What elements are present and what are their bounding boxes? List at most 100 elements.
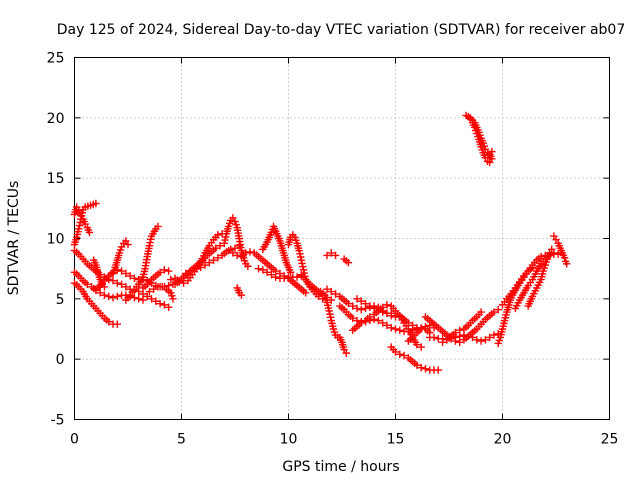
data-point bbox=[560, 254, 569, 262]
data-point bbox=[117, 267, 126, 275]
data-point bbox=[349, 314, 357, 322]
data-point bbox=[233, 251, 241, 260]
data-point bbox=[421, 322, 430, 331]
data-point bbox=[167, 289, 175, 297]
data-point bbox=[240, 257, 249, 265]
data-point bbox=[473, 336, 481, 344]
data-point bbox=[327, 287, 335, 296]
data-point bbox=[370, 304, 378, 313]
data-point bbox=[378, 303, 387, 311]
data-point bbox=[391, 325, 400, 333]
data-point bbox=[383, 301, 391, 309]
data-point bbox=[116, 246, 125, 254]
series-arc-18 bbox=[254, 264, 306, 283]
data-point bbox=[396, 326, 404, 334]
data-point bbox=[139, 273, 147, 281]
data-point bbox=[357, 305, 365, 314]
data-point bbox=[387, 324, 395, 332]
data-point bbox=[456, 326, 464, 334]
data-point bbox=[456, 338, 464, 346]
data-point bbox=[396, 350, 404, 359]
data-point bbox=[500, 316, 509, 325]
series-arc-14 bbox=[182, 214, 252, 278]
series-arc-23 bbox=[336, 333, 350, 357]
data-point bbox=[78, 209, 87, 217]
data-point bbox=[113, 292, 121, 301]
data-point bbox=[413, 340, 421, 349]
data-point bbox=[323, 285, 331, 293]
data-point bbox=[168, 292, 176, 300]
data-point bbox=[295, 246, 303, 255]
data-point bbox=[563, 260, 571, 268]
data-point bbox=[353, 295, 361, 303]
data-point bbox=[326, 310, 334, 318]
data-point bbox=[434, 366, 442, 374]
data-point bbox=[456, 332, 464, 340]
data-point bbox=[105, 292, 113, 301]
grid-lines bbox=[74, 57, 610, 420]
x-axis-label: GPS time / hours bbox=[282, 459, 399, 475]
data-point bbox=[417, 363, 425, 372]
data-point bbox=[212, 244, 220, 252]
data-point bbox=[494, 339, 502, 348]
y-tick-label: 0 bbox=[56, 352, 65, 368]
data-point bbox=[201, 261, 209, 269]
data-point bbox=[130, 293, 139, 302]
data-point bbox=[490, 331, 498, 339]
chart-title: Day 125 of 2024, Sidereal Day-to-day VTE… bbox=[57, 22, 626, 38]
data-point bbox=[537, 275, 545, 284]
data-point bbox=[77, 212, 86, 220]
data-points bbox=[70, 111, 571, 374]
data-point bbox=[135, 287, 143, 296]
data-point bbox=[167, 275, 175, 284]
data-point bbox=[500, 319, 508, 328]
series-arc-8 bbox=[109, 237, 132, 278]
data-point bbox=[296, 253, 305, 261]
x-tick-label: 0 bbox=[70, 432, 79, 448]
series-arc-22 bbox=[323, 249, 340, 260]
data-point bbox=[182, 269, 190, 278]
data-point bbox=[378, 319, 387, 327]
data-point bbox=[421, 365, 430, 373]
data-point bbox=[496, 333, 505, 342]
data-point bbox=[417, 325, 425, 333]
data-point bbox=[357, 319, 365, 327]
data-point bbox=[301, 289, 310, 297]
data-point bbox=[244, 262, 252, 270]
data-point bbox=[146, 238, 154, 247]
data-point bbox=[145, 242, 154, 250]
data-point bbox=[329, 322, 337, 330]
data-point bbox=[280, 274, 288, 283]
x-tick-label: 20 bbox=[494, 432, 512, 448]
data-point bbox=[214, 231, 222, 239]
data-point bbox=[117, 280, 126, 289]
x-tick-label: 10 bbox=[280, 432, 298, 448]
data-point bbox=[147, 235, 155, 244]
y-tick-label: 25 bbox=[47, 51, 65, 67]
data-point bbox=[499, 322, 507, 330]
data-point bbox=[242, 249, 250, 257]
data-point bbox=[329, 325, 338, 333]
data-point bbox=[75, 225, 83, 233]
x-tick-label: 25 bbox=[601, 432, 619, 448]
data-point bbox=[216, 242, 224, 250]
data-point bbox=[164, 267, 173, 275]
data-point bbox=[541, 261, 549, 269]
data-point bbox=[408, 321, 417, 330]
data-point bbox=[271, 273, 280, 281]
data-point bbox=[344, 299, 353, 308]
data-point bbox=[548, 245, 556, 254]
data-point bbox=[299, 262, 307, 271]
x-tick-labels: 0 5 10 15 20 25 bbox=[70, 432, 618, 448]
data-point bbox=[475, 128, 483, 137]
data-point bbox=[357, 297, 365, 305]
data-point bbox=[156, 299, 164, 308]
data-point bbox=[480, 142, 489, 150]
data-point bbox=[231, 244, 239, 252]
series-arc-9 bbox=[122, 222, 162, 304]
y-tick-label: 5 bbox=[56, 292, 65, 308]
data-point bbox=[224, 222, 233, 231]
data-point bbox=[293, 273, 301, 281]
series-arc-33 bbox=[438, 308, 485, 346]
series-arc-5 bbox=[70, 279, 121, 328]
